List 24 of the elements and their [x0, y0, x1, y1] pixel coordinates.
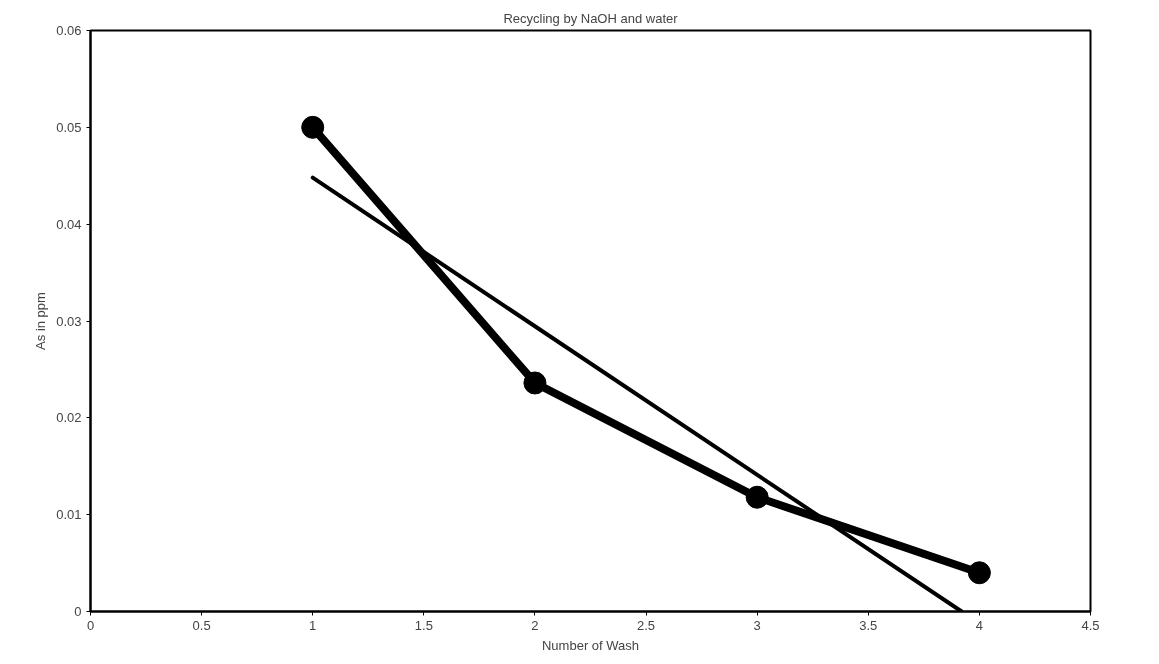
x-tick-label: 1 — [309, 617, 317, 633]
y-tick-label: 0.01 — [56, 507, 82, 523]
chart-title: Recycling by NaOH and water — [503, 10, 679, 26]
x-tick-label: 3.5 — [859, 617, 878, 633]
y-tick-label: 0.06 — [56, 23, 82, 38]
y-tick-label: 0.03 — [56, 313, 82, 329]
x-axis-title: Number of Wash — [541, 637, 640, 653]
y-tick-label: 0.02 — [56, 410, 82, 426]
point — [967, 561, 991, 585]
y-axis-title: As in ppm — [33, 292, 49, 350]
x-tick-label: 2 — [531, 617, 539, 633]
point — [523, 371, 547, 395]
y-tick-label: 0.05 — [56, 119, 82, 135]
x-tick-label: 0 — [86, 617, 95, 633]
y-tick-label: 0.04 — [56, 216, 82, 232]
x-tick-label: 4 — [975, 617, 984, 633]
point — [745, 485, 769, 509]
x-tick-label: 2.5 — [637, 617, 656, 633]
point — [301, 115, 325, 139]
x-tick-label: 4.5 — [1081, 617, 1100, 633]
x-tick-label: 0.5 — [192, 617, 211, 633]
x-tick-label: 3 — [753, 617, 761, 633]
x-tick-label: 1.5 — [414, 617, 433, 633]
y-tick-label: 0 — [74, 604, 82, 619]
